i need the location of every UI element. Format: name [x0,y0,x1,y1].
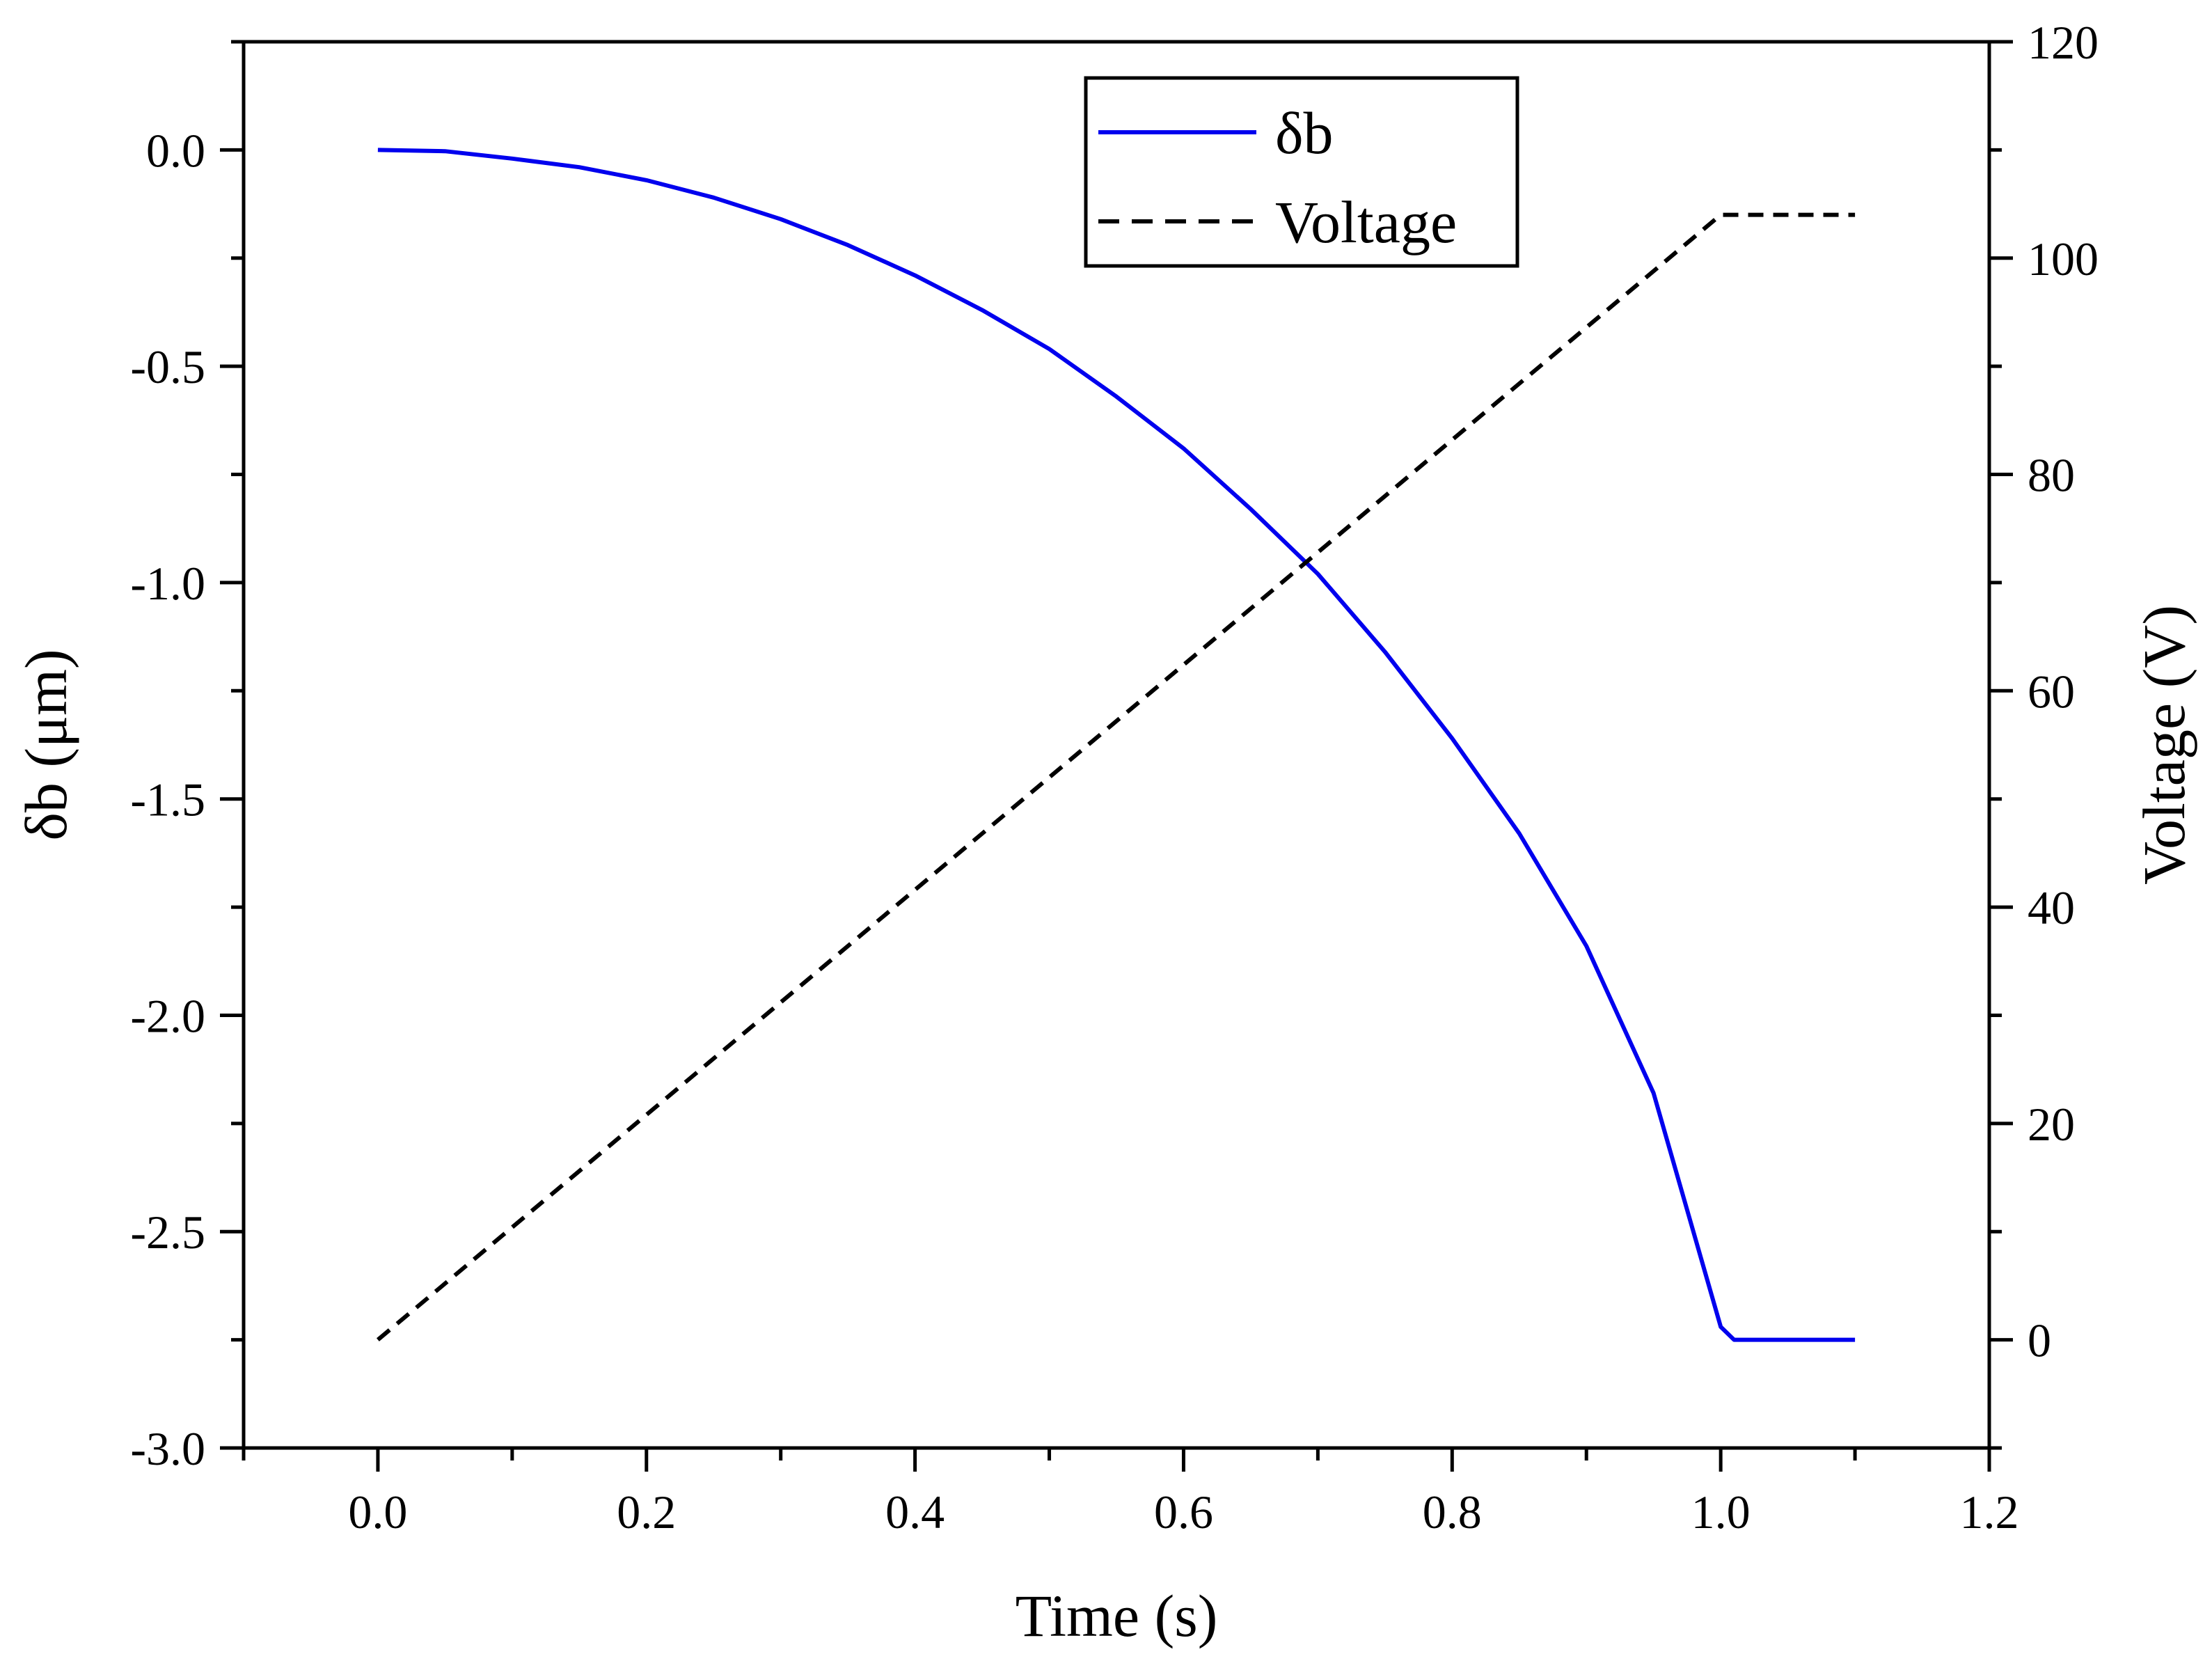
y-left-axis-title: δb (μm) [13,649,79,840]
series-line-delta-b [377,148,1856,1342]
y-right-tick-label: 100 [2028,233,2099,285]
x-tick-label: 0.0 [348,1486,407,1538]
y-right-tick-label: 0 [2028,1314,2051,1367]
x-tick-label: 0.6 [1154,1486,1213,1538]
y-left-tick-label: -1.5 [130,773,205,826]
y-right-tick-label: 40 [2028,881,2075,934]
y-left-tick-label: -3.0 [130,1422,205,1475]
x-axis-title: Time (s) [1016,1582,1218,1649]
y-right-tick-label: 60 [2028,665,2075,718]
series-line-voltage [376,212,1856,1341]
y-left-tick-label: -2.5 [130,1206,205,1259]
x-tick-label: 0.8 [1423,1486,1482,1538]
y-right-tick-label: 80 [2028,449,2075,502]
x-tick-label: 1.0 [1691,1486,1751,1538]
legend-label-voltage: Voltage [1275,189,1457,255]
y-left-tick-label: -0.5 [130,340,205,393]
x-tick-label: 1.2 [1960,1486,2019,1538]
x-tick-label: 0.2 [617,1486,676,1538]
y-left-tick-label: 0.0 [146,124,205,177]
y-left-tick-label: -1.0 [130,557,205,610]
y-right-tick-label: 20 [2028,1098,2075,1151]
legend-label-delta-b: δb [1275,100,1334,166]
y-right-tick-label: 120 [2028,16,2099,69]
x-tick-label: 0.4 [885,1486,945,1538]
legend-box [1084,76,1519,268]
y-left-tick-label: -2.0 [130,989,205,1042]
plot-frame [242,40,1991,1450]
y-right-axis-title: Voltage (V) [2131,605,2197,885]
